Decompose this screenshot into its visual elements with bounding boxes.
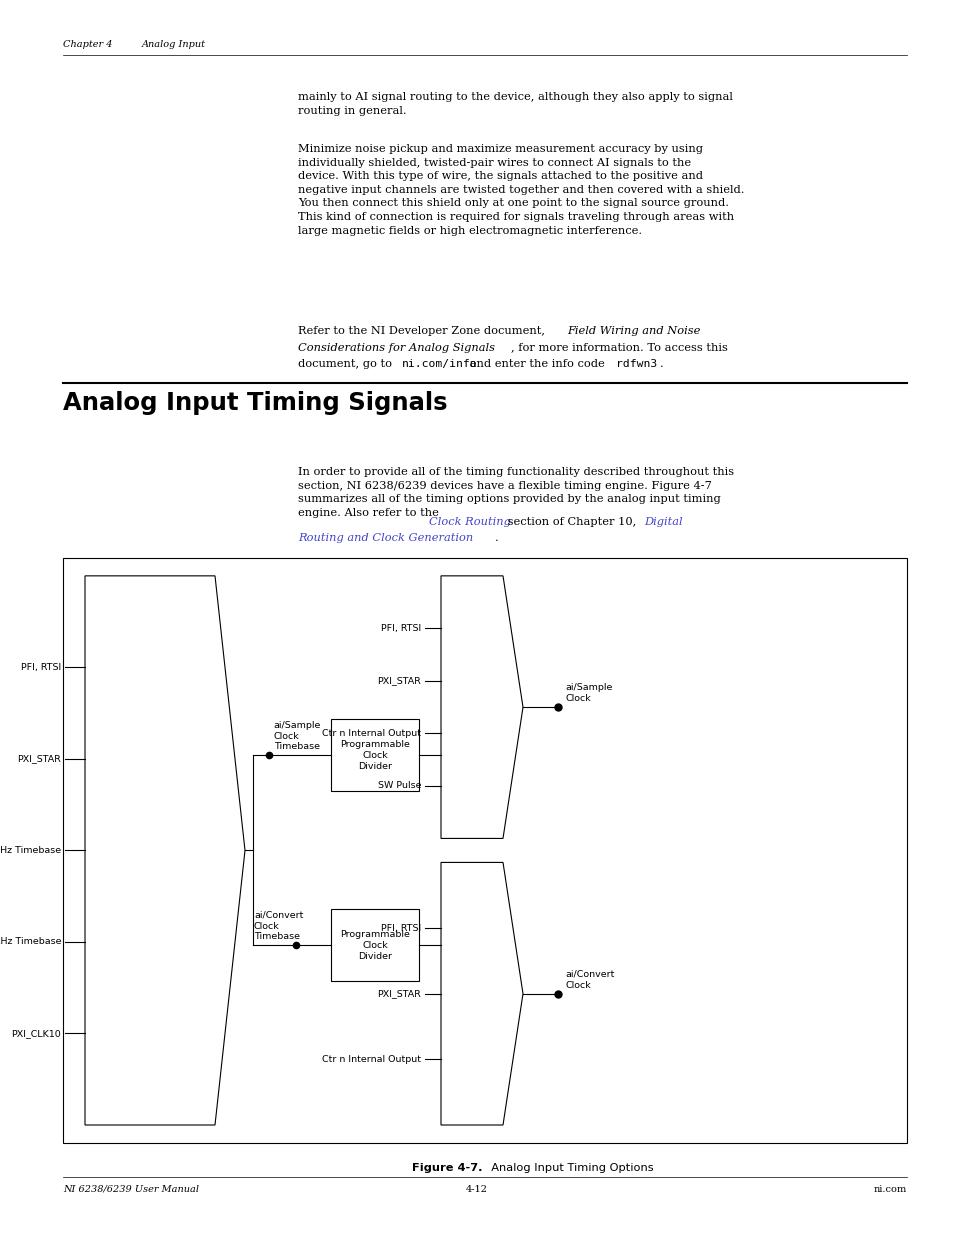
Text: PFI, RTSI: PFI, RTSI	[380, 924, 420, 932]
Text: Analog Input Timing Signals: Analog Input Timing Signals	[63, 391, 447, 415]
Text: PXI_CLK10: PXI_CLK10	[11, 1029, 61, 1037]
Text: rdfwn3: rdfwn3	[616, 359, 657, 369]
Text: PXI_STAR: PXI_STAR	[17, 755, 61, 763]
Polygon shape	[85, 576, 245, 1125]
Text: PFI, RTSI: PFI, RTSI	[21, 663, 61, 672]
Text: Analog Input: Analog Input	[142, 40, 206, 49]
Bar	[331, 909, 418, 982]
Text: In order to provide all of the timing functionality described throughout this
se: In order to provide all of the timing fu…	[297, 467, 734, 517]
Text: PFI, RTSI: PFI, RTSI	[380, 624, 420, 632]
Text: mainly to AI signal routing to the device, although they also apply to signal
ro: mainly to AI signal routing to the devic…	[297, 91, 732, 116]
Text: Analog Input Timing Options: Analog Input Timing Options	[483, 1163, 653, 1173]
Text: Ctr n Internal Output: Ctr n Internal Output	[322, 729, 420, 737]
Text: ni.com: ni.com	[873, 1186, 906, 1194]
Text: PXI_STAR: PXI_STAR	[376, 989, 420, 998]
Polygon shape	[440, 576, 522, 839]
Text: SW Pulse: SW Pulse	[377, 782, 420, 790]
Text: ni.com/info: ni.com/info	[401, 359, 476, 369]
Text: Field Wiring and Noise: Field Wiring and Noise	[567, 326, 700, 336]
Text: , for more information. To access this: , for more information. To access this	[511, 342, 727, 352]
Text: document, go to: document, go to	[297, 359, 395, 369]
Text: Programmable
Clock
Divider: Programmable Clock Divider	[339, 930, 410, 961]
Polygon shape	[440, 862, 522, 1125]
Text: Minimize noise pickup and maximize measurement accuracy by using
individually sh: Minimize noise pickup and maximize measu…	[297, 144, 743, 236]
Text: and enter the info code: and enter the info code	[466, 359, 608, 369]
Bar	[331, 720, 418, 792]
Text: ai/Convert
Clock: ai/Convert Clock	[564, 969, 614, 989]
Text: Digital: Digital	[644, 516, 682, 526]
Text: ai/Convert
Clock
Timebase: ai/Convert Clock Timebase	[253, 911, 303, 941]
Text: NI 6238/6239 User Manual: NI 6238/6239 User Manual	[63, 1186, 199, 1194]
Bar	[63, 558, 906, 1144]
Text: .: .	[495, 534, 498, 543]
Text: Programmable
Clock
Divider: Programmable Clock Divider	[339, 740, 410, 771]
Text: Clock Routing: Clock Routing	[429, 516, 511, 526]
Text: Figure 4-7.: Figure 4-7.	[412, 1163, 482, 1173]
Text: 20 MHz Timebase: 20 MHz Timebase	[0, 846, 61, 855]
Text: Routing and Clock Generation: Routing and Clock Generation	[297, 534, 473, 543]
Text: 4-12: 4-12	[465, 1186, 488, 1194]
Text: section of Chapter 10,: section of Chapter 10,	[504, 516, 639, 526]
Text: .: .	[659, 359, 662, 369]
Text: 100 kHz Timebase: 100 kHz Timebase	[0, 937, 61, 946]
Text: Refer to the NI Developer Zone document,: Refer to the NI Developer Zone document,	[297, 326, 548, 336]
Text: Chapter 4: Chapter 4	[63, 40, 112, 49]
Text: Ctr n Internal Output: Ctr n Internal Output	[322, 1055, 420, 1063]
Text: ai/Sample
Clock: ai/Sample Clock	[564, 683, 612, 703]
Text: Considerations for Analog Signals: Considerations for Analog Signals	[297, 342, 495, 352]
Text: ai/Sample
Clock
Timebase: ai/Sample Clock Timebase	[274, 721, 320, 751]
Text: PXI_STAR: PXI_STAR	[376, 677, 420, 685]
